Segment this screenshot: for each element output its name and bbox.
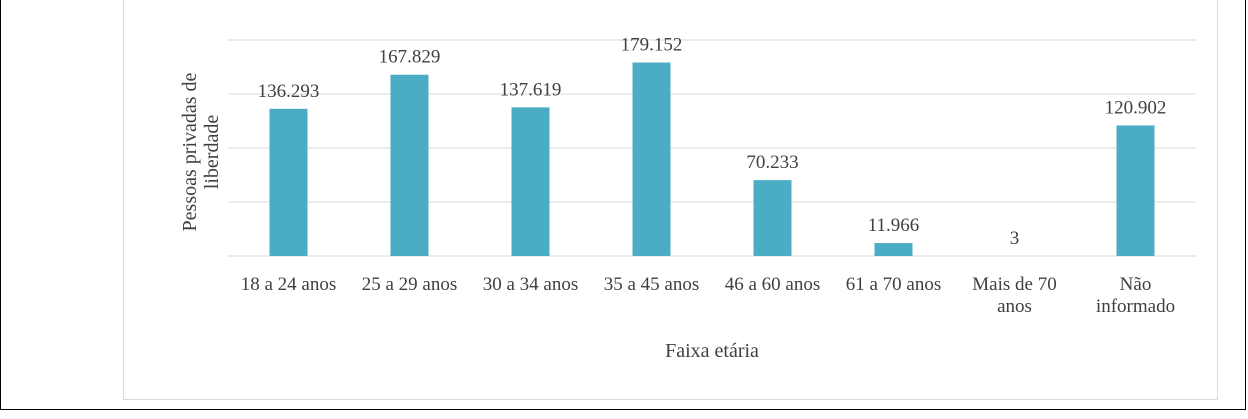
bar [1116, 125, 1155, 256]
chart-frame [123, 0, 1218, 400]
data-label: 70.233 [746, 152, 798, 173]
bar [874, 243, 913, 256]
data-label: 136.293 [258, 81, 320, 102]
bar [269, 108, 308, 256]
data-label: 179.152 [621, 35, 683, 56]
x-tick-label: 61 a 70 anos [845, 274, 942, 295]
data-label: 3 [1010, 228, 1020, 249]
data-label: 120.902 [1105, 97, 1167, 118]
data-label: 167.829 [379, 47, 441, 68]
chart: 136.293 167.829 137.619 179.152 70.233 11.966… [228, 35, 1196, 257]
x-tick-label: 18 a 24 anos [240, 274, 337, 295]
data-label: 137.619 [500, 79, 562, 100]
page: 136.293 167.829 137.619 179.152 70.233 11.966… [0, 0, 1246, 410]
y-axis-label: Pessoas privadas de liberdade [179, 72, 223, 232]
x-tick-label: Mais de 70 anos [972, 274, 1057, 317]
bar [390, 74, 429, 256]
data-label: 11.966 [868, 215, 920, 236]
x-tick-label: Não informado [1095, 274, 1176, 317]
x-tick-label: 25 a 29 anos [361, 274, 458, 295]
bar [753, 180, 792, 256]
bar [511, 107, 550, 256]
x-tick-label: 35 a 45 anos [603, 274, 700, 295]
x-tick-label: 30 a 34 anos [482, 274, 579, 295]
x-tick-label: 46 a 60 anos [724, 274, 821, 295]
x-axis-label: Faixa etária [665, 340, 759, 362]
bar [632, 62, 671, 256]
